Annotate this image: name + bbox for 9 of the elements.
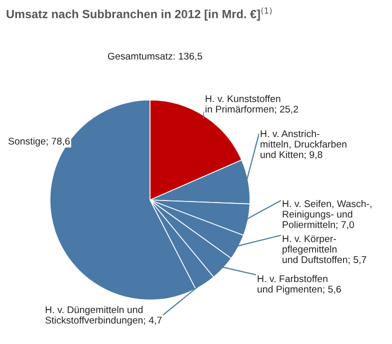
slice-label: H. v. Körper- pflegemitteln und Duftstoffen; 5,7	[282, 235, 366, 264]
slice-label: H. v. Düngemitteln und Stickstoffverbindungen; 4,7	[45, 306, 162, 326]
text: Gesamtumsatz: 136,5	[108, 52, 202, 61]
slice-label: H. v. Kunststoffen in Primärformen; 25,2	[206, 95, 298, 114]
slice-label: Sonstige; 78,6	[8, 137, 70, 147]
slice-label: H. v. Farbstoffen und Pigmenten; 5,6	[258, 275, 341, 295]
slice-label: H. v. Seifen, Wasch-, Reinigungs- und Poliermitteln; 7,0	[282, 200, 372, 230]
chart-title: Umsatz nach Subbranchen in 2012 [in Mrd. €]$^{(1)}$	[6, 7, 272, 21]
slice-label: H. v. Anstrich- mitteln, Druckfarben und Kitten; 9,8	[260, 130, 346, 160]
